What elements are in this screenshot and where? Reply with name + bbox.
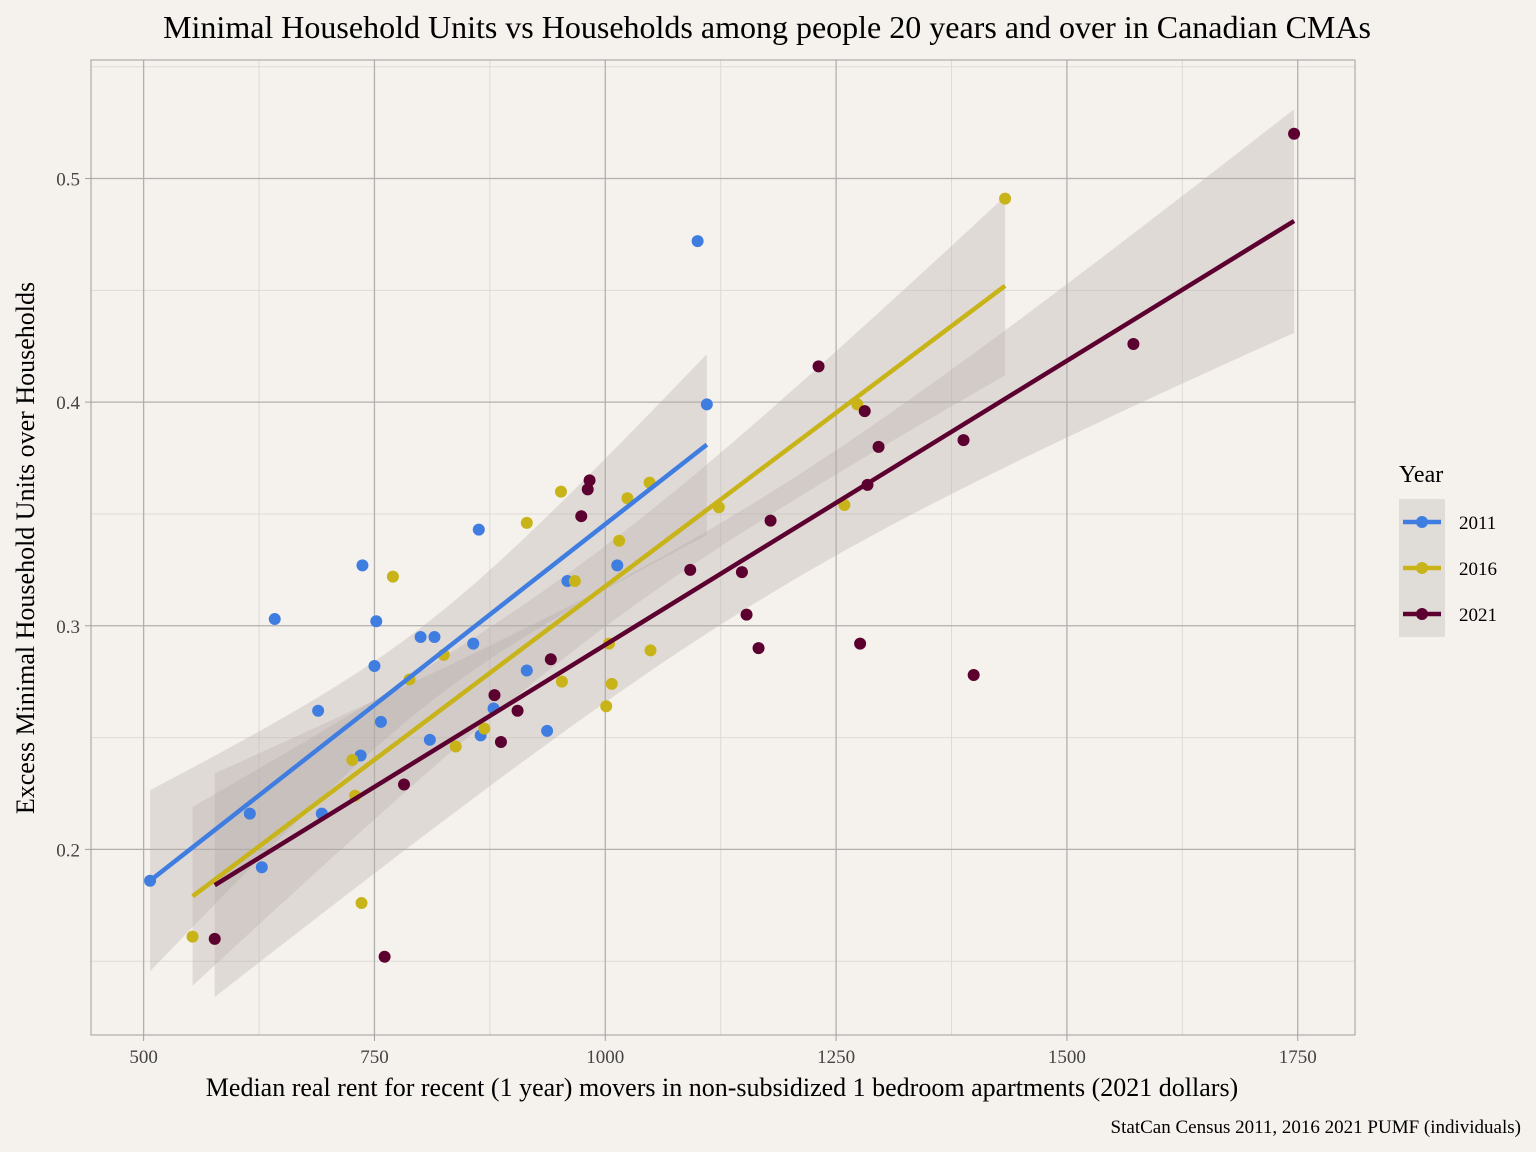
legend-point-2021	[1416, 608, 1428, 620]
data-point-2016	[355, 897, 368, 910]
x-tick-label: 1500	[1048, 1047, 1086, 1068]
data-point-2021	[858, 405, 871, 418]
legend-point-2011	[1416, 516, 1428, 528]
data-point-2021	[581, 483, 594, 496]
data-point-2011	[700, 398, 713, 411]
data-point-2011	[611, 559, 624, 572]
y-tick-label: 0.5	[56, 170, 80, 191]
x-tick-label: 1750	[1279, 1047, 1317, 1068]
data-point-2021	[957, 434, 970, 447]
data-point-2011	[374, 715, 387, 728]
data-point-2011	[467, 637, 480, 650]
x-tick-label: 500	[129, 1047, 158, 1068]
data-point-2021	[752, 642, 765, 655]
data-point-2011	[243, 807, 256, 820]
x-tick-label: 1250	[817, 1047, 855, 1068]
data-point-2021	[208, 932, 221, 945]
data-point-2011	[312, 704, 325, 717]
data-point-2021	[488, 689, 501, 702]
y-axis: 0.2 0.3 0.4 0.5	[56, 170, 91, 861]
data-point-2011	[541, 724, 554, 737]
data-point-2011	[414, 630, 427, 643]
fit-line-2011	[148, 442, 709, 883]
x-axis-title: Median real rent for recent (1 year) mov…	[206, 1073, 1238, 1102]
data-point-2021	[397, 778, 410, 791]
y-tick-label: 0.3	[56, 617, 80, 638]
data-point-2021	[583, 474, 596, 487]
y-tick-label: 0.4	[56, 393, 80, 414]
fit-line-2021	[213, 219, 1296, 888]
legend-point-2016	[1416, 562, 1428, 574]
x-tick-label: 1000	[586, 1047, 624, 1068]
data-point-2011	[255, 861, 268, 874]
panel-background	[91, 60, 1355, 1035]
data-point-2011	[370, 615, 383, 628]
x-axis: 500 750 1000 1250 1500 1750	[129, 1035, 1317, 1068]
data-point-2016	[568, 575, 581, 588]
data-point-2011	[268, 613, 281, 626]
data-point-2021	[812, 360, 825, 373]
data-point-2016	[186, 930, 199, 943]
legend-label-2016: 2016	[1459, 559, 1497, 580]
data-point-2021	[967, 668, 980, 681]
grid-minor	[91, 60, 1355, 1035]
y-tick-label: 0.2	[56, 840, 80, 861]
legend-item-2011: 2011	[1403, 513, 1496, 534]
grid-major	[91, 60, 1355, 1035]
legend-title: Year	[1399, 462, 1443, 488]
data-point-2021	[511, 704, 524, 717]
legend: Year 2011 2016 2021	[1399, 462, 1497, 637]
data-point-2021	[378, 950, 391, 963]
data-point-2016	[600, 700, 613, 713]
legend-item-2016: 2016	[1403, 559, 1497, 580]
chart-caption: StatCan Census 2011, 2016 2021 PUMF (ind…	[1111, 1117, 1521, 1138]
fit-line-2016	[191, 284, 1007, 899]
data-point-2016	[621, 492, 634, 505]
plot-panel	[90, 59, 1356, 1036]
data-point-2021	[494, 736, 507, 749]
data-point-2016	[644, 644, 657, 657]
data-point-2021	[740, 608, 753, 621]
data-point-2016	[346, 753, 359, 766]
data-point-2021	[684, 563, 697, 576]
chart-title: Minimal Household Units vs Households am…	[163, 9, 1371, 45]
fit-lines	[148, 219, 1296, 899]
data-point-2016	[605, 677, 618, 690]
data-point-2016	[555, 675, 568, 688]
data-point-2021	[735, 566, 748, 579]
data-point-2011	[368, 660, 381, 673]
data-point-2021	[764, 514, 777, 527]
data-point-2021	[854, 637, 867, 650]
data-point-2021	[544, 653, 557, 666]
data-point-2011	[356, 559, 369, 572]
data-point-2021	[575, 510, 588, 523]
data-point-2016	[613, 534, 626, 547]
data-point-2011	[423, 733, 436, 746]
data-point-2016	[386, 570, 399, 583]
data-point-2021	[872, 440, 885, 453]
data-point-2016	[478, 722, 491, 735]
data-point-2016	[520, 516, 533, 529]
data-point-2016	[449, 740, 462, 753]
legend-label-2021: 2021	[1459, 605, 1497, 626]
legend-item-2021: 2021	[1403, 605, 1497, 626]
data-point-2021	[1288, 127, 1301, 140]
data-point-2011	[691, 235, 704, 248]
data-point-2021	[1127, 338, 1140, 351]
legend-label-2011: 2011	[1459, 513, 1496, 534]
data-point-2016	[554, 485, 567, 498]
panel-border	[90, 59, 1356, 1036]
data-point-2011	[472, 523, 485, 536]
data-point-2011	[428, 630, 441, 643]
data-point-2016	[999, 192, 1012, 205]
x-tick-label: 750	[360, 1047, 389, 1068]
y-axis-title: Excess Minimal Household Units over Hous…	[11, 282, 40, 814]
data-point-2011	[520, 664, 533, 677]
